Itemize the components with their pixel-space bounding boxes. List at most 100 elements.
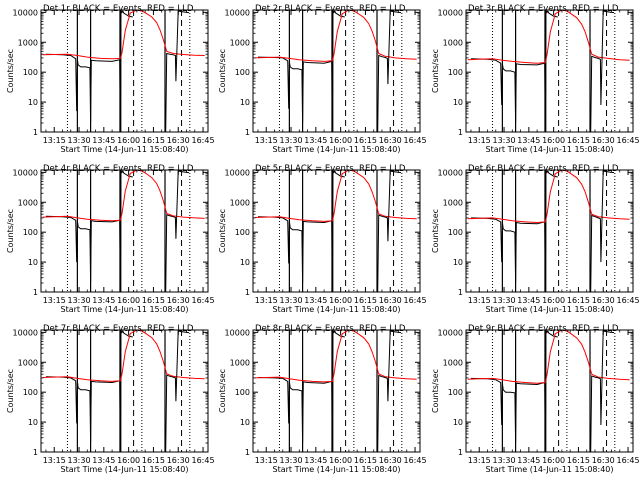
- y-axis-label: Counts/sec: [218, 209, 227, 253]
- plot-frame: [40, 9, 209, 133]
- series-events: [45, 170, 133, 292]
- x-tick-label: 13:45: [92, 456, 115, 465]
- x-tick-label: 16:45: [404, 456, 427, 465]
- y-tick-label: 1: [458, 448, 463, 457]
- x-axis-label: Start Time (14-Jun-11 15:08:40): [486, 465, 614, 474]
- y-tick-label: 10: [28, 258, 38, 267]
- x-tick-label: 16:15: [354, 136, 377, 145]
- panel-title: Det 2r BLACK = Events, RED = LLD: [255, 4, 406, 14]
- x-tick-label: 13:15: [255, 136, 278, 145]
- y-tick-label: 100: [23, 388, 38, 397]
- panel-8: 1 10 100 1000 10000 13:15 13:30 13:45 16:00 16:15…: [218, 324, 427, 474]
- y-tick-label: 10000: [13, 328, 38, 337]
- y-tick-label: 1: [33, 448, 38, 457]
- y-tick-label: 1000: [230, 198, 250, 207]
- x-tick-label: 16:30: [379, 136, 402, 145]
- series-lld: [467, 170, 630, 224]
- y-tick-label: 100: [448, 388, 463, 397]
- x-tick-label: 16:30: [167, 456, 190, 465]
- panel-4: 1 10 100 1000 10000 13:15 13:30 13:45 16:00 16:15…: [6, 164, 215, 314]
- plot-area: [467, 10, 630, 132]
- y-tick-label: 1: [245, 448, 250, 457]
- y-tick-label: 10000: [225, 168, 250, 177]
- y-axis-label: Counts/sec: [6, 369, 15, 413]
- plot-area: [254, 170, 417, 292]
- x-tick-label: 16:45: [192, 456, 215, 465]
- y-tick-label: 1: [458, 288, 463, 297]
- series-events: [377, 170, 402, 292]
- panel-1: 1 10 100 1000 10000 13:15 13:30 13:45 16:00 16:15…: [6, 4, 215, 154]
- series-lld: [254, 330, 417, 383]
- x-tick-label: 13:15: [468, 136, 491, 145]
- x-tick-label: 13:45: [92, 136, 115, 145]
- panel-9: 1 10 100 1000 10000 13:15 13:30 13:45 16:00 16:15…: [431, 324, 640, 474]
- plot-frame: [40, 329, 209, 453]
- x-tick-label: 13:45: [517, 296, 540, 305]
- x-tick-label: 13:30: [492, 456, 515, 465]
- y-tick-label: 100: [235, 388, 250, 397]
- panel-title: Det 9r BLACK = Events, RED = LLD: [468, 324, 619, 334]
- series-events: [590, 170, 615, 292]
- x-tick-label: 16:30: [379, 456, 402, 465]
- plot-frame: [465, 9, 634, 133]
- panel-title: Det 8r BLACK = Events, RED = LLD: [255, 324, 406, 334]
- y-tick-label: 100: [23, 228, 38, 237]
- panel-3: 1 10 100 1000 10000 13:15 13:30 13:45 16:00 16:15…: [431, 4, 640, 154]
- plot-area: [467, 330, 630, 452]
- series-events: [257, 330, 345, 452]
- x-axis-label: Start Time (14-Jun-11 15:08:40): [61, 145, 189, 154]
- x-tick-label: 16:15: [567, 136, 590, 145]
- y-tick-label: 1000: [443, 198, 463, 207]
- series-lld: [254, 170, 417, 222]
- x-tick-label: 13:30: [279, 456, 302, 465]
- y-tick-label: 1: [245, 128, 250, 137]
- y-tick-label: 10000: [438, 328, 463, 337]
- x-tick-label: 13:15: [255, 456, 278, 465]
- y-tick-label: 100: [235, 68, 250, 77]
- x-tick-label: 13:30: [279, 296, 302, 305]
- series-events: [470, 330, 558, 452]
- series-events: [590, 10, 615, 132]
- y-tick-label: 10: [240, 98, 250, 107]
- x-tick-label: 13:30: [67, 456, 90, 465]
- x-tick-label: 13:30: [492, 296, 515, 305]
- x-tick-label: 16:45: [404, 296, 427, 305]
- y-tick-label: 10000: [438, 168, 463, 177]
- x-tick-label: 13:45: [92, 296, 115, 305]
- x-tick-label: 16:15: [354, 456, 377, 465]
- series-lld: [254, 10, 417, 62]
- x-tick-label: 16:00: [117, 456, 140, 465]
- series-events: [45, 330, 133, 452]
- x-tick-label: 16:45: [192, 296, 215, 305]
- y-tick-label: 1000: [230, 38, 250, 47]
- x-axis-label: Start Time (14-Jun-11 15:08:40): [273, 305, 401, 314]
- x-axis-label: Start Time (14-Jun-11 15:08:40): [486, 145, 614, 154]
- x-tick-label: 13:15: [43, 296, 66, 305]
- plot-frame: [252, 169, 421, 293]
- y-axis-label: Counts/sec: [431, 49, 440, 93]
- panel-title: Det 5r BLACK = Events, RED = LLD: [255, 164, 406, 174]
- plot-area: [467, 170, 630, 292]
- x-tick-label: 13:45: [517, 456, 540, 465]
- x-tick-label: 16:00: [117, 296, 140, 305]
- series-events: [45, 10, 133, 132]
- y-tick-label: 10: [453, 258, 463, 267]
- x-axis-label: Start Time (14-Jun-11 15:08:40): [273, 145, 401, 154]
- plot-frame: [465, 329, 634, 453]
- plot-frame: [465, 169, 634, 293]
- panel-title: Det 3r BLACK = Events, RED = LLD: [468, 4, 619, 14]
- plot-frame: [252, 329, 421, 453]
- panel-title: Det 1r BLACK = Events, RED = LLD: [43, 4, 194, 14]
- x-tick-label: 16:15: [567, 456, 590, 465]
- panel-5: 1 10 100 1000 10000 13:15 13:30 13:45 16:00 16:15…: [218, 164, 427, 314]
- x-tick-label: 13:15: [468, 456, 491, 465]
- x-axis-label: Start Time (14-Jun-11 15:08:40): [61, 305, 189, 314]
- y-tick-label: 1: [33, 128, 38, 137]
- panel-2: 1 10 100 1000 10000 13:15 13:30 13:45 16:00 16:15…: [218, 4, 427, 154]
- y-tick-label: 10000: [438, 8, 463, 17]
- series-lld: [42, 10, 205, 60]
- y-tick-label: 10000: [13, 8, 38, 17]
- y-tick-label: 10: [28, 98, 38, 107]
- series-events: [165, 170, 190, 292]
